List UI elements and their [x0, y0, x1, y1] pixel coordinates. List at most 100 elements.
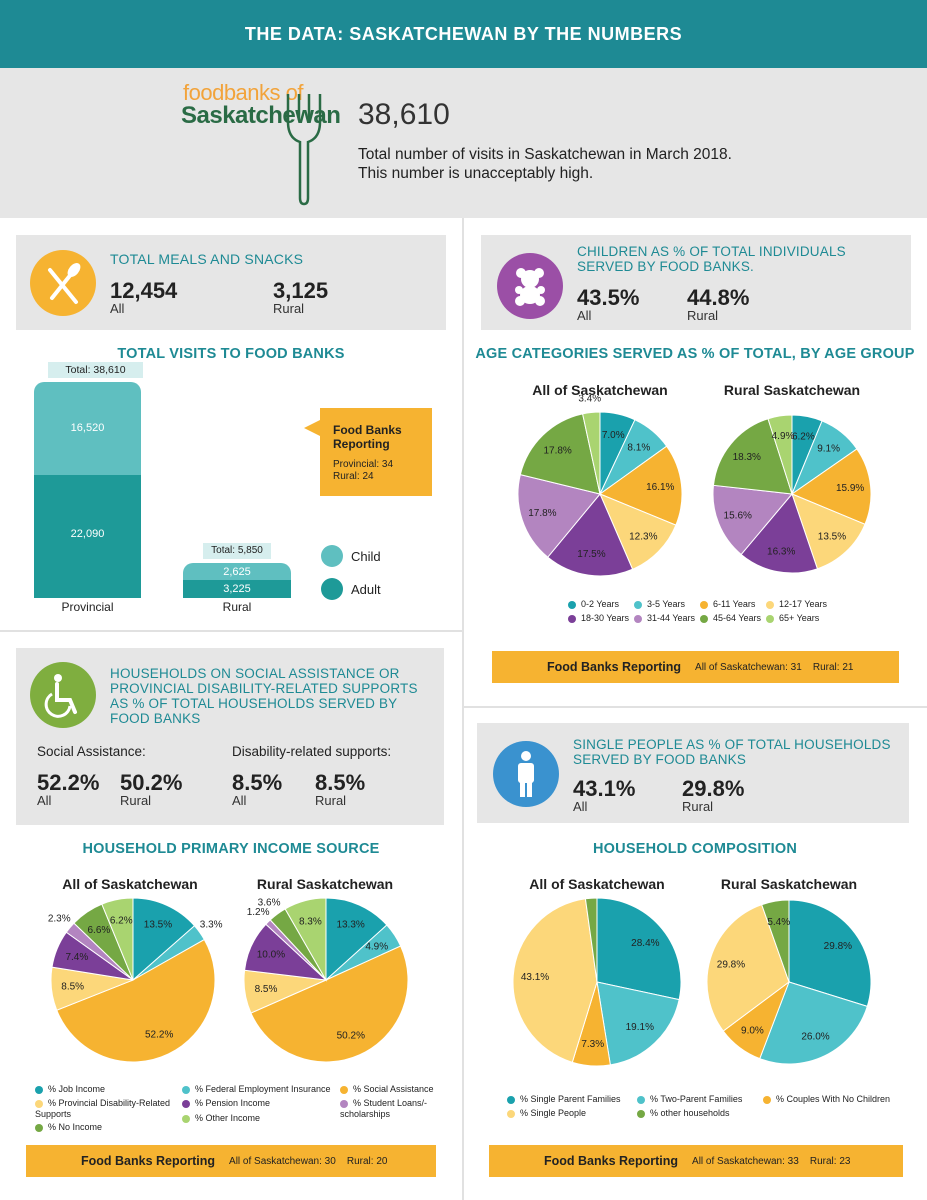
pie-value-label: 15.9% — [836, 483, 864, 494]
income-banner-title: Food Banks Reporting — [81, 1154, 216, 1168]
pie-value-label: 17.8% — [528, 508, 556, 519]
assistance-title-4: FOOD BANKS — [110, 711, 201, 726]
legend-child-label: Child — [351, 549, 381, 564]
single-title-2: SERVED BY FOOD BANKS — [573, 752, 747, 767]
pie-value-label: 15.6% — [724, 511, 752, 522]
pie-value-label: 9.0% — [741, 1025, 764, 1036]
rural-label: Rural — [222, 600, 252, 614]
pie-value-label: 19.1% — [626, 1022, 654, 1033]
income-rural-title: Rural Saskatchewan — [256, 876, 394, 892]
legend-item: 0-2 Years — [568, 599, 634, 609]
single-all-label: All — [573, 799, 588, 814]
pie-value-label: 3.4% — [578, 395, 601, 405]
left-divider — [0, 630, 462, 632]
page-title: THE DATA: SASKATCHEWAN BY THE NUMBERS — [244, 24, 683, 44]
legend-item: % Two-Parent Families — [637, 1094, 742, 1104]
age-legend: 0-2 Years 3-5 Years 6-11 Years 12-17 Years … — [568, 599, 908, 627]
pie-slice — [790, 448, 872, 525]
pie-value-label: 6.2% — [110, 915, 133, 926]
social-all-label: All — [37, 793, 52, 808]
meals-rural-label: Rural — [273, 301, 305, 316]
teddy-bear-icon — [497, 253, 563, 319]
pie-value-label: 28.4% — [631, 938, 659, 949]
wheelchair-icon — [30, 662, 96, 728]
visits-number: 38,610 — [358, 98, 450, 131]
disability-rural-value: 8.5% — [315, 770, 366, 795]
pie-value-label: 2.3% — [48, 914, 71, 925]
reporting-provincial: Provincial: 34 — [333, 459, 394, 470]
pie-value-label: 6.6% — [87, 925, 110, 936]
pie-value-label: 29.8% — [824, 941, 852, 952]
income-all-title: All of Saskatchewan — [62, 876, 198, 892]
pie-value-label: 8.5% — [61, 982, 84, 993]
pie-slice — [596, 981, 680, 1066]
rural-child-value: 2,625 — [223, 566, 251, 578]
pie-value-label: 8.5% — [255, 984, 278, 995]
legend-adult-label: Adult — [351, 582, 381, 597]
legend-item: 3-5 Years — [634, 599, 700, 609]
pie-value-label: 52.2% — [145, 1030, 173, 1041]
meals-all-label: All — [110, 301, 125, 316]
social-rural-value: 50.2% — [120, 770, 183, 795]
legend-item: % Job Income — [35, 1084, 105, 1095]
income-banner-text: All of Saskatchewan: 30 Rural: 20 — [229, 1155, 388, 1167]
children-title-2: SERVED BY FOOD BANKS. — [577, 259, 755, 274]
legend-item: % other households — [637, 1108, 730, 1118]
social-rural-label: Rural — [120, 793, 152, 808]
legend-item: % Pension Income — [182, 1098, 270, 1109]
legend-item: % Single People — [507, 1108, 586, 1118]
provincial-child-bar — [34, 382, 141, 475]
provincial-total-label: Total: 38,610 — [48, 362, 143, 378]
legend-item: 31-44 Years — [634, 613, 700, 623]
age-reporting-banner: Food Banks Reporting All of Saskatchewan… — [492, 651, 899, 683]
reporting-title-1: Food Banks — [333, 423, 402, 437]
composition-rural-title: Rural Saskatchewan — [720, 876, 858, 892]
legend-item: % Single Parent Families — [507, 1094, 621, 1104]
pie-value-label: 5.4% — [767, 917, 790, 928]
age-rural-title: Rural Saskatchewan — [723, 382, 861, 398]
pie-slice — [759, 981, 868, 1065]
children-rural-label: Rural — [687, 308, 719, 323]
pie-value-label: 13.3% — [336, 920, 364, 931]
age-section-title: AGE CATEGORIES SERVED AS % OF TOTAL, BY … — [475, 346, 915, 362]
children-rural-value: 44.8% — [687, 285, 750, 310]
income-reporting-banner: Food Banks Reporting All of Saskatchewan… — [26, 1145, 436, 1177]
pie-value-label: 17.5% — [577, 549, 605, 560]
legend-item: % Federal Employment Insurance — [182, 1084, 331, 1095]
income-pies: 13.5% 3.3% 52.2% 8.5% 7.4% 2.3% 6.6%6.2% 13.3%4… — [48, 897, 409, 1063]
pie-slice — [101, 897, 134, 981]
pie-slice — [767, 414, 793, 495]
pie-value-label: 16.3% — [767, 546, 795, 557]
legend-item: % Other Income — [182, 1113, 260, 1124]
pie-slice — [325, 897, 388, 982]
logo-line-2: Saskatchewan — [181, 102, 341, 129]
page-header: THE DATA: SASKATCHEWAN BY THE NUMBERS — [0, 0, 927, 68]
assistance-title-1: HOUSEHOLDS ON SOCIAL ASSISTANCE OR — [110, 666, 400, 681]
pie-value-label: 9.1% — [817, 443, 840, 454]
children-all-value: 43.5% — [577, 285, 640, 310]
provincial-child-value: 16,520 — [70, 422, 105, 434]
reporting-title-2: Reporting — [333, 437, 390, 451]
pie-slice — [740, 492, 819, 574]
pie-slice — [598, 445, 683, 526]
rural-adult-bar — [183, 580, 291, 598]
pie-slice — [761, 899, 790, 983]
pie-value-label: 13.5% — [144, 920, 172, 931]
rural-adult-value: 3,225 — [223, 583, 251, 595]
pie-slice — [596, 897, 682, 1001]
disability-all-value: 8.5% — [232, 770, 283, 795]
composition-banner-text: All of Saskatchewan: 33 Rural: 23 — [692, 1155, 851, 1167]
disability-all-label: All — [232, 793, 247, 808]
pie-value-label: 3.3% — [200, 919, 223, 930]
composition-reporting-banner: Food Banks Reporting All of Saskatchewan… — [489, 1145, 903, 1177]
composition-all-title: All of Saskatchewan — [529, 876, 665, 892]
fork-icon — [286, 94, 322, 206]
pie-value-label: 16.1% — [646, 482, 674, 493]
age-all-title: All of Saskatchewan — [532, 382, 668, 398]
single-all-value: 43.1% — [573, 776, 636, 801]
person-icon — [493, 741, 559, 807]
provincial-adult-bar — [34, 475, 141, 598]
legend-item: % Social Assistance — [340, 1084, 434, 1095]
assistance-title-2: PROVINCIAL DISABILITY-RELATED SUPPORTS — [110, 681, 418, 696]
pie-slice — [584, 897, 598, 983]
